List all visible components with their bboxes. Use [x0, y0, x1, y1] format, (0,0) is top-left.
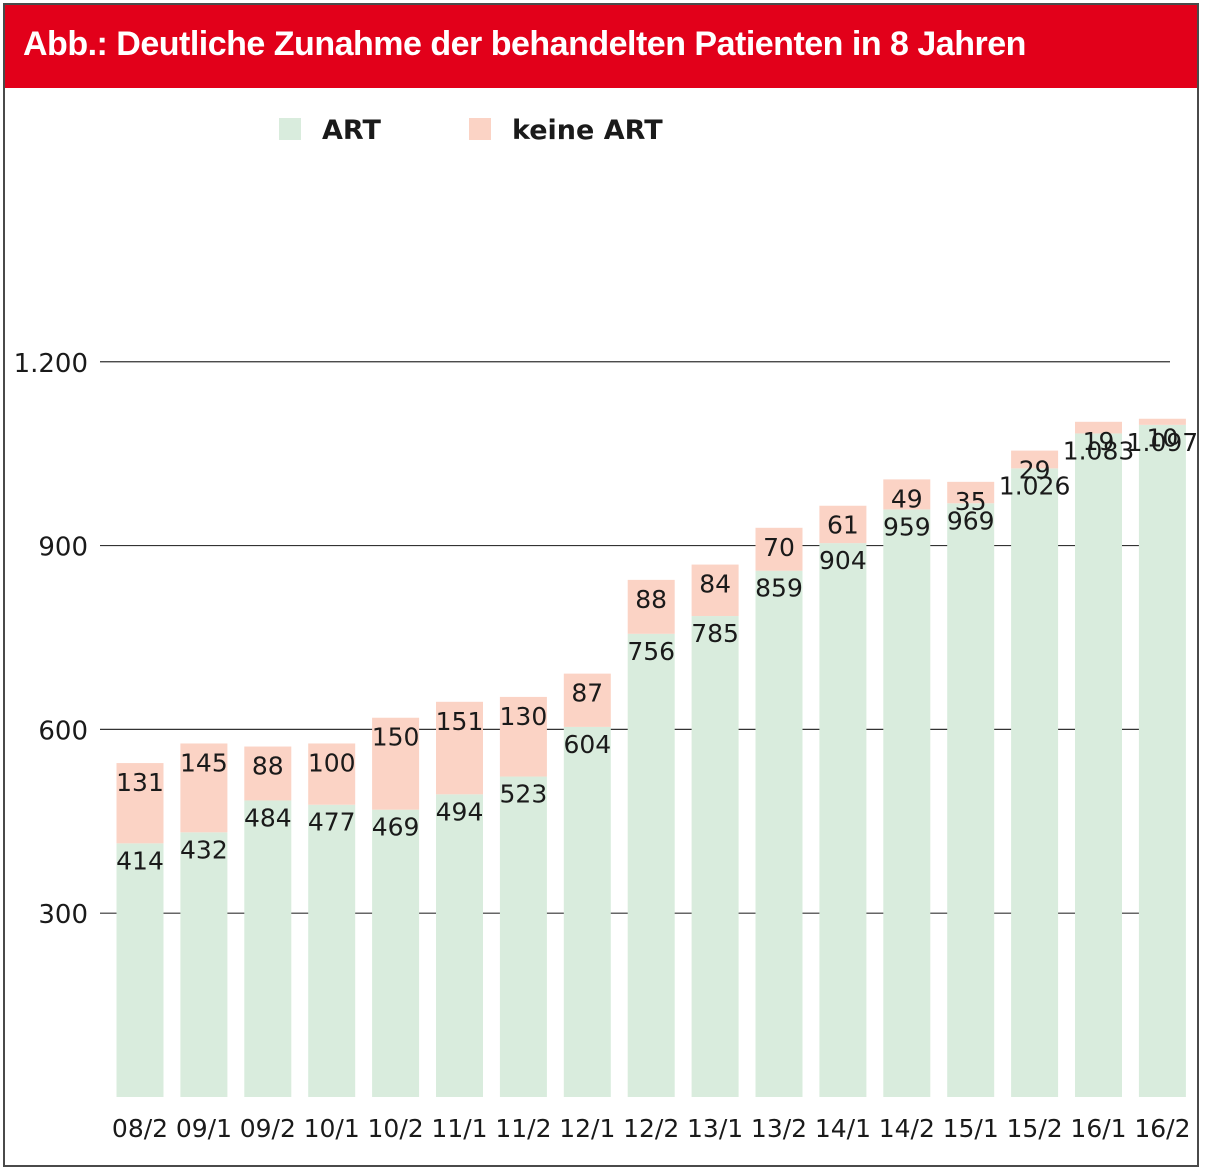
data-label-art: 432 — [180, 835, 228, 864]
title-bar: Abb.: Deutliche Zunahme der behandelten … — [5, 5, 1197, 88]
x-tick-label: 09/1 — [176, 1114, 232, 1143]
data-label-art: 414 — [116, 846, 164, 875]
bar-art — [308, 804, 356, 1097]
legend-label-art: ART — [322, 115, 381, 146]
data-label-art: 1.097 — [1127, 428, 1199, 457]
bar-keine-art — [308, 743, 356, 805]
bar-keine-art — [883, 479, 931, 510]
data-label-art: 904 — [819, 546, 867, 575]
x-tick-label: 15/2 — [1007, 1114, 1063, 1143]
bar-art — [819, 543, 867, 1097]
data-label-keine-art: 10 — [1146, 424, 1178, 453]
bar-art — [244, 800, 292, 1097]
data-label-keine-art: 29 — [1019, 456, 1051, 485]
bar-keine-art — [947, 481, 995, 504]
data-label-keine-art: 61 — [827, 511, 859, 540]
bar-art — [563, 726, 611, 1097]
bar-art — [627, 633, 675, 1097]
data-label-keine-art: 84 — [699, 570, 731, 599]
data-label-art: 484 — [244, 803, 292, 832]
data-label-keine-art: 130 — [500, 702, 548, 731]
data-label-keine-art: 150 — [372, 723, 420, 752]
data-label-art: 469 — [372, 813, 420, 842]
bar-keine-art — [627, 579, 675, 634]
x-tick-label: 14/2 — [879, 1114, 935, 1143]
data-label-keine-art: 70 — [763, 533, 795, 562]
data-label-art: 477 — [308, 808, 356, 837]
bar-art — [372, 809, 420, 1097]
x-tick-label: 09/2 — [240, 1114, 296, 1143]
data-label-art: 523 — [500, 780, 548, 809]
x-tick-label: 15/1 — [943, 1114, 999, 1143]
data-label-keine-art: 100 — [308, 748, 356, 777]
data-label-art: 604 — [563, 730, 611, 759]
y-tick-label: 300 — [38, 900, 88, 930]
bar-art — [1138, 424, 1186, 1097]
x-tick-label: 16/1 — [1070, 1114, 1126, 1143]
data-label-art: 756 — [627, 637, 675, 666]
bar-art — [755, 570, 803, 1097]
x-tick-label: 12/1 — [559, 1114, 615, 1143]
legend-swatch-art — [279, 118, 301, 140]
bar-art — [436, 794, 483, 1097]
y-tick-label: 600 — [38, 716, 88, 746]
x-tick-label: 13/1 — [687, 1114, 743, 1143]
bar-keine-art — [755, 527, 803, 571]
bar-keine-art — [180, 743, 228, 833]
data-label-art: 959 — [883, 512, 931, 541]
data-label-keine-art: 35 — [955, 487, 987, 516]
data-label-art: 969 — [947, 506, 995, 535]
data-label-art: 1.026 — [999, 471, 1071, 500]
bar-keine-art — [819, 505, 867, 544]
data-label-art: 1.083 — [1063, 436, 1135, 465]
data-label-keine-art: 151 — [436, 707, 484, 736]
x-tick-label: 16/2 — [1134, 1114, 1190, 1143]
bar-art — [1011, 468, 1059, 1097]
data-label-keine-art: 19 — [1083, 427, 1115, 456]
bar-keine-art — [1075, 421, 1122, 434]
data-label-keine-art: 49 — [891, 484, 923, 513]
x-tick-label: 10/1 — [304, 1114, 360, 1143]
x-tick-label: 12/2 — [623, 1114, 679, 1143]
y-tick-label: 900 — [38, 533, 88, 563]
data-label-art: 859 — [755, 574, 803, 603]
data-label-keine-art: 88 — [635, 585, 667, 614]
bar-keine-art — [499, 696, 547, 777]
bar-keine-art — [244, 746, 292, 801]
bar-keine-art — [372, 717, 420, 810]
chart-title: Abb.: Deutliche Zunahme der behandelten … — [23, 25, 1026, 63]
bar-art — [180, 832, 228, 1097]
data-label-keine-art: 88 — [252, 752, 284, 781]
legend-swatch-keine-art — [469, 118, 491, 140]
bar-art — [499, 776, 547, 1097]
bar-keine-art — [436, 701, 483, 795]
bar-keine-art — [691, 564, 739, 617]
bar-keine-art — [563, 673, 611, 727]
bar-art — [691, 616, 739, 1097]
x-tick-label: 13/2 — [751, 1114, 807, 1143]
data-label-keine-art: 131 — [116, 768, 164, 797]
legend-label-keine-art: keine ART — [512, 115, 663, 146]
data-label-keine-art: 87 — [571, 679, 603, 708]
bar-keine-art — [116, 763, 164, 844]
x-tick-label: 11/1 — [431, 1114, 487, 1143]
y-tick-label: 1.200 — [14, 349, 88, 379]
x-tick-label: 14/1 — [815, 1114, 871, 1143]
bar-art — [947, 503, 995, 1097]
bar-art — [1075, 433, 1122, 1097]
x-tick-label: 11/2 — [495, 1114, 551, 1143]
x-tick-label: 10/2 — [368, 1114, 424, 1143]
data-label-art: 494 — [436, 797, 484, 826]
bar-keine-art — [1011, 450, 1059, 469]
x-tick-label: 08/2 — [112, 1114, 168, 1143]
bar-keine-art — [1138, 418, 1186, 425]
data-label-keine-art: 145 — [180, 748, 228, 777]
bar-art — [883, 509, 931, 1098]
bar-art — [116, 843, 164, 1097]
data-label-art: 785 — [691, 619, 739, 648]
